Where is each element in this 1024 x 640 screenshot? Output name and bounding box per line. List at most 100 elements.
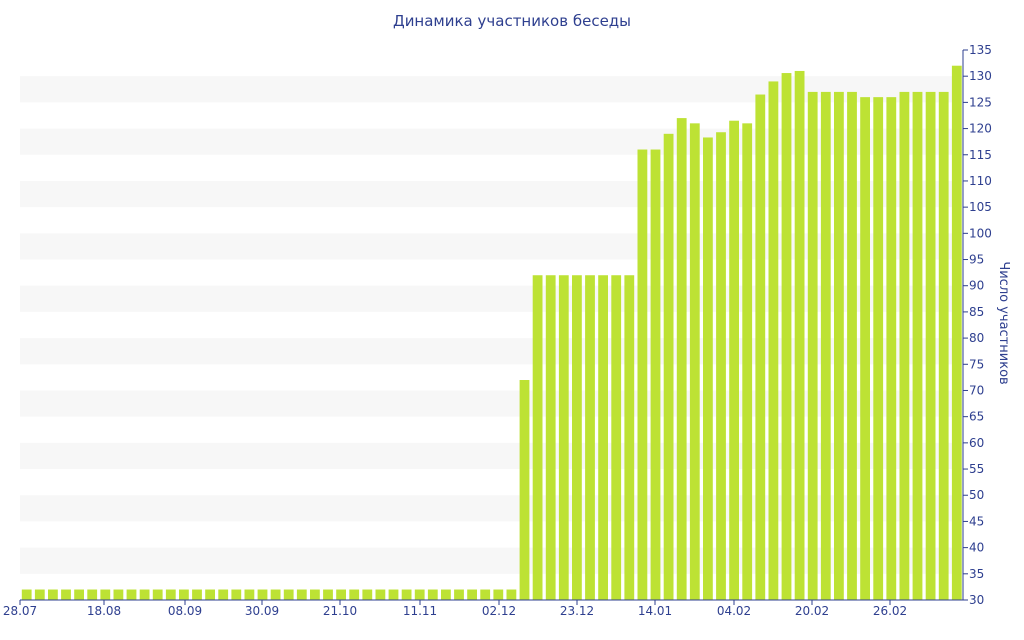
bar	[296, 589, 307, 600]
bar	[925, 91, 936, 601]
bar	[336, 589, 346, 600]
bar	[506, 589, 517, 600]
grid-band	[20, 180, 963, 208]
x-tick-label: 11.11	[403, 604, 437, 618]
bar	[519, 380, 530, 600]
x-tick-label: 28.07	[3, 604, 37, 618]
bar	[703, 137, 713, 600]
bar	[165, 589, 176, 600]
bar	[21, 589, 32, 600]
grid-band	[20, 495, 963, 522]
x-tick-label: 18.08	[87, 604, 121, 618]
bar	[598, 275, 608, 600]
y-axis: 30 35 40 45 50 55 60 65 70 75 80 85 90 95 100 105 110 115…	[962, 43, 992, 607]
x-tick-label: 08.09	[168, 604, 202, 618]
bar	[414, 589, 425, 600]
bar	[205, 589, 215, 600]
x-tick-label: 20.02	[795, 604, 829, 618]
grid-band	[20, 233, 963, 260]
y-tick-label: 35	[969, 567, 984, 581]
x-tick-label: 23.12	[560, 604, 594, 618]
bar	[375, 589, 386, 600]
x-tick-label: 21.10	[323, 604, 357, 618]
y-tick-label: 135	[969, 43, 992, 57]
bar	[820, 91, 831, 601]
bar	[611, 275, 622, 600]
bar	[899, 91, 910, 601]
bar	[126, 589, 137, 600]
x-tick-label: 02.12	[482, 604, 516, 618]
bar	[781, 73, 792, 601]
bar	[729, 120, 739, 600]
bar	[545, 275, 556, 600]
bar	[834, 91, 844, 601]
bar	[768, 81, 779, 600]
grid-band	[20, 285, 963, 312]
x-tick-label: 14.01	[638, 604, 672, 618]
grid-band	[20, 547, 963, 574]
y-tick-label: 110	[969, 174, 992, 188]
grid-band	[20, 442, 963, 470]
bar	[349, 589, 360, 600]
y-tick-label: 45	[969, 514, 984, 528]
bar	[938, 91, 949, 601]
bar	[860, 97, 870, 601]
bar	[139, 589, 150, 600]
y-tick-label: 60	[969, 436, 984, 450]
bar	[716, 132, 726, 600]
bar	[532, 275, 543, 600]
bar	[873, 97, 884, 601]
bar	[755, 94, 766, 601]
bar	[87, 589, 98, 600]
bar	[689, 123, 700, 600]
bar	[218, 589, 229, 600]
grid-band	[20, 390, 963, 417]
bar	[807, 91, 818, 601]
bar	[48, 589, 58, 600]
bar	[585, 275, 595, 600]
bar	[663, 133, 674, 601]
bar	[480, 589, 491, 600]
bar	[742, 123, 753, 600]
bar	[244, 589, 255, 600]
x-tick-label: 04.02	[717, 604, 751, 618]
bar	[270, 589, 281, 600]
y-tick-label: 100	[969, 226, 992, 240]
bar	[572, 275, 582, 600]
x-axis: 28.07 18.08 08.09 30.09 21.10 11.11 02.12 23.12…	[3, 599, 963, 618]
y-tick-label: 85	[969, 305, 984, 319]
x-tick-label: 30.09	[245, 604, 279, 618]
y-tick-label: 65	[969, 410, 984, 424]
y-tick-label: 40	[969, 541, 984, 555]
bar	[951, 65, 962, 600]
grid-band	[20, 128, 963, 155]
bar	[847, 91, 857, 601]
chart-title: Динамика участников беседы	[392, 12, 632, 30]
bar	[441, 589, 451, 600]
y-tick-label: 80	[969, 331, 984, 345]
bar	[61, 589, 71, 600]
bar	[310, 589, 320, 600]
y-tick-label: 90	[969, 279, 984, 293]
bar	[493, 589, 504, 600]
y-tick-label: 50	[969, 488, 984, 502]
bar	[794, 70, 805, 600]
bars	[21, 65, 962, 601]
bar	[231, 589, 242, 600]
bar	[362, 589, 373, 600]
y-tick-label: 55	[969, 462, 984, 476]
bar	[100, 589, 111, 600]
bar	[427, 589, 438, 600]
bar	[192, 589, 202, 600]
y-tick-label: 70	[969, 383, 984, 397]
bar	[388, 589, 399, 600]
bar	[323, 589, 333, 600]
bar	[74, 589, 84, 600]
y-tick-label: 125	[969, 95, 992, 109]
bar	[283, 589, 294, 600]
bar	[179, 589, 189, 600]
bar	[113, 589, 124, 600]
bar	[152, 589, 163, 600]
y-tick-label: 30	[969, 593, 984, 607]
